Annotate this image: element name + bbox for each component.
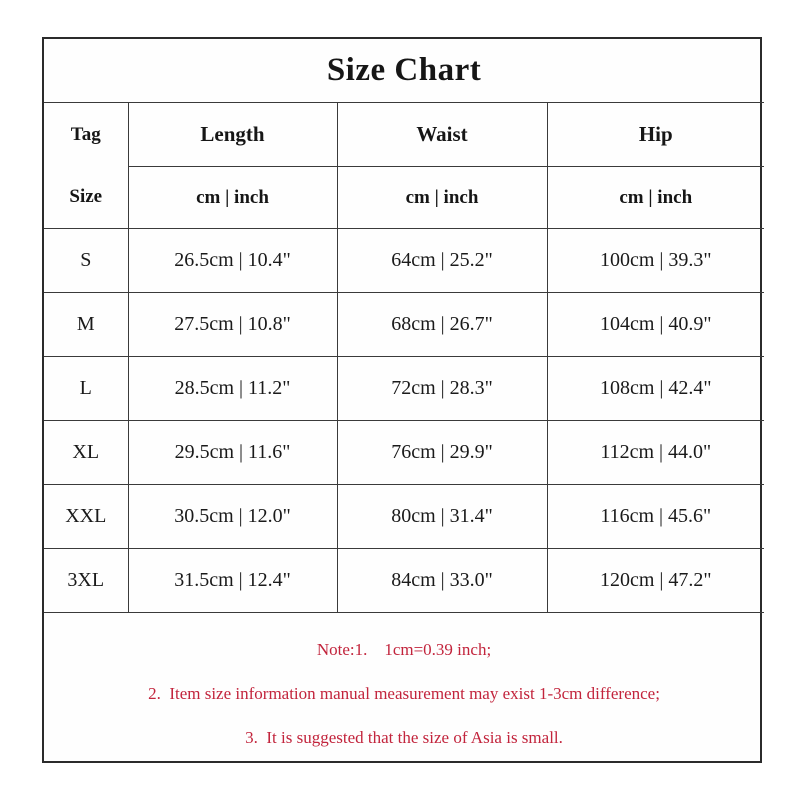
row-waist: 64cm | 25.2" [336,228,548,293]
row-size-label: 3XL [44,548,129,613]
unit-header-length: cm | inch [128,166,338,229]
header-row-units: cm | inch cm | inch cm | inch [44,166,765,229]
note-line-1: Note:1. 1cm=0.39 inch; [316,640,492,659]
row-hip: 108cm | 42.4" [546,356,765,421]
row-length: 31.5cm | 12.4" [127,548,338,613]
table-row: M 27.5cm | 10.8" 68cm | 26.7" 104cm | 40… [44,292,765,357]
size-header-label: Size [69,185,103,207]
table-row: XL 29.5cm | 11.6" 76cm | 29.9" 112cm | 4… [44,420,765,485]
row-length: 27.5cm | 10.8" [127,292,338,357]
row-length: 29.5cm | 11.6" [127,420,338,485]
row-hip: 116cm | 45.6" [546,484,765,549]
title-row: Size Chart [44,39,765,103]
unit-header-hip: cm | inch [546,166,765,229]
row-waist: 76cm | 29.9" [336,420,548,485]
tag-header-label: Tag [70,123,101,145]
note-line-2: 2. Item size information manual measurem… [148,684,660,703]
row-waist: 72cm | 28.3" [336,356,548,421]
row-length: 26.5cm | 10.4" [127,228,338,293]
row-size-label: L [44,356,129,421]
row-waist: 68cm | 26.7" [336,292,548,357]
header-waist: Waist [336,102,548,167]
row-hip: 104cm | 40.9" [546,292,765,357]
row-size-label: XL [44,420,129,485]
row-hip: 112cm | 44.0" [546,420,765,485]
row-waist: 84cm | 33.0" [336,548,548,613]
row-length: 30.5cm | 12.0" [127,484,338,549]
note-row: Note:1. 1cm=0.39 inch; 2. Item size info… [44,612,765,774]
size-chart-table: Size Chart Tag Size Length Waist Hip cm … [44,39,765,774]
row-size-label: XXL [44,484,129,549]
size-chart-frame: Size Chart Tag Size Length Waist Hip cm … [42,37,765,774]
header-length: Length [127,102,338,167]
note-section: Note:1. 1cm=0.39 inch; 2. Item size info… [44,612,765,774]
row-hip: 120cm | 47.2" [546,548,765,613]
row-waist: 80cm | 31.4" [336,484,548,549]
table-row: XXL 30.5cm | 12.0" 80cm | 31.4" 116cm | … [44,484,765,549]
row-size-label: S [44,228,129,293]
table-row: S 26.5cm | 10.4" 64cm | 25.2" 100cm | 39… [44,228,765,293]
header-row-measures: Tag Size Length Waist Hip [44,102,765,229]
header-hip: Hip [546,102,765,167]
tag-size-header: Tag Size [44,102,129,229]
note-line-3: 3. It is suggested that the size of Asia… [245,728,563,747]
chart-title: Size Chart [44,39,765,103]
row-length: 28.5cm | 11.2" [127,356,338,421]
unit-header-waist: cm | inch [336,166,548,229]
note-list: Note:1. 1cm=0.39 inch; 2. Item size info… [44,641,764,746]
table-row: L 28.5cm | 11.2" 72cm | 28.3" 108cm | 42… [44,356,765,421]
row-size-label: M [44,292,129,357]
table-row: 3XL 31.5cm | 12.4" 84cm | 33.0" 120cm | … [44,548,765,613]
row-hip: 100cm | 39.3" [546,228,765,293]
